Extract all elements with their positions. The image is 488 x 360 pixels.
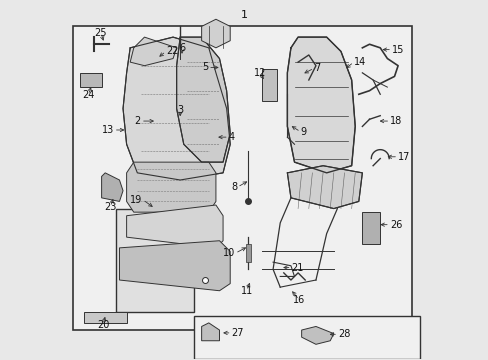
Polygon shape (102, 173, 123, 202)
Text: 10: 10 (223, 248, 235, 258)
Bar (194, 316, 419, 359)
Text: 11: 11 (240, 286, 252, 296)
Text: 25: 25 (95, 28, 107, 38)
Text: 23: 23 (104, 202, 117, 212)
Text: 28: 28 (337, 329, 350, 339)
Polygon shape (176, 37, 230, 162)
Text: 20: 20 (97, 320, 109, 330)
Polygon shape (119, 241, 230, 291)
Text: 12: 12 (253, 68, 265, 78)
Bar (116, 208, 194, 312)
Polygon shape (126, 162, 216, 212)
Text: 8: 8 (231, 182, 237, 192)
Bar (73, 26, 411, 330)
Text: 2: 2 (134, 116, 141, 126)
Text: 14: 14 (353, 57, 366, 67)
Polygon shape (83, 312, 126, 323)
Text: 22: 22 (165, 46, 178, 57)
Polygon shape (287, 166, 362, 208)
Text: 13: 13 (102, 125, 114, 135)
Polygon shape (126, 205, 223, 248)
Bar (262, 69, 276, 102)
Bar (246, 244, 250, 262)
Text: 24: 24 (82, 90, 94, 100)
Text: 7: 7 (313, 63, 320, 73)
Polygon shape (201, 19, 230, 48)
Text: 5: 5 (202, 63, 207, 72)
Text: 26: 26 (389, 220, 402, 230)
Bar (80, 73, 102, 87)
Polygon shape (301, 327, 333, 344)
Text: 17: 17 (397, 152, 409, 162)
Text: 4: 4 (228, 132, 234, 142)
Polygon shape (123, 37, 230, 180)
Text: 15: 15 (391, 45, 404, 55)
Text: 19: 19 (130, 195, 142, 204)
Text: 6: 6 (179, 43, 184, 53)
Bar (362, 212, 380, 244)
Text: 18: 18 (389, 116, 402, 126)
Text: 9: 9 (300, 127, 306, 137)
Text: 16: 16 (292, 295, 305, 305)
Polygon shape (130, 37, 176, 66)
Polygon shape (201, 323, 219, 341)
Text: 27: 27 (231, 328, 244, 338)
Polygon shape (287, 37, 354, 173)
Text: 3: 3 (177, 105, 183, 115)
Text: 21: 21 (291, 262, 304, 273)
Text: 1: 1 (241, 10, 247, 20)
